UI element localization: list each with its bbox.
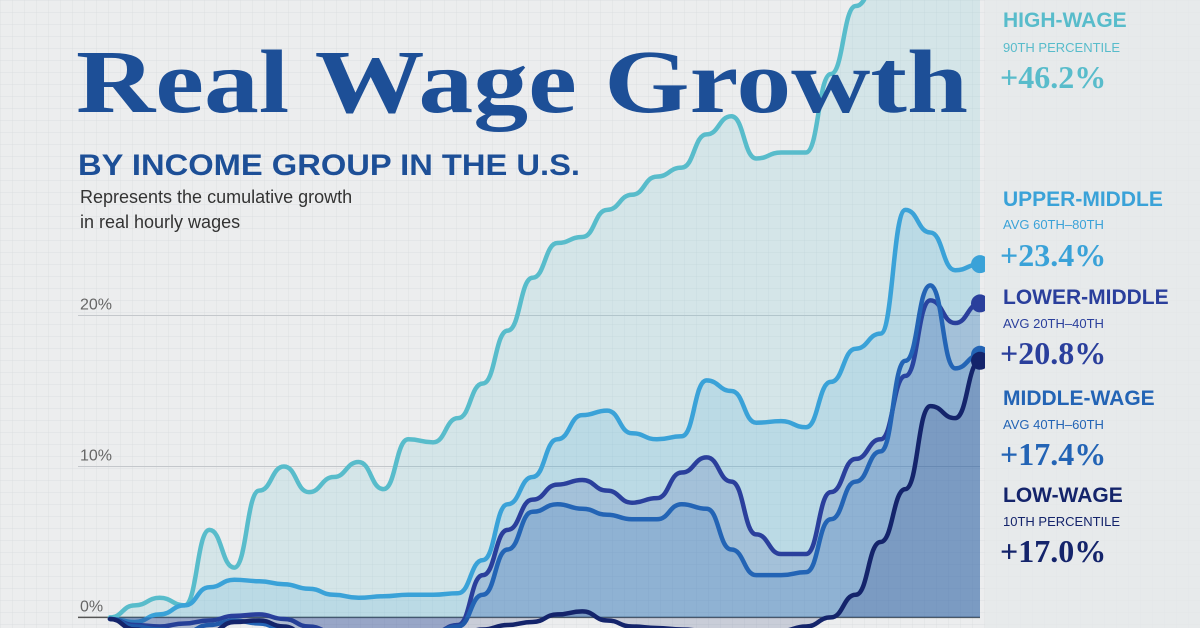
area	[110, 360, 980, 628]
legend-note: 10TH PERCENTILE	[1003, 514, 1120, 529]
legend-note: AVG 60TH–80TH	[1003, 217, 1104, 232]
legend-note: 90TH PERCENTILE	[1003, 40, 1120, 55]
area	[110, 0, 980, 618]
legend-name: LOWER-MIDDLE	[1003, 286, 1169, 309]
chart-subtitle: BY INCOME GROUP IN THE U.S.	[78, 149, 580, 182]
header: Real Wage Growth BY INCOME GROUP IN THE …	[76, 33, 968, 232]
legend-name: MIDDLE-WAGE	[1003, 387, 1155, 410]
area	[110, 285, 980, 628]
line	[107, 298, 983, 628]
legend-name: HIGH-WAGE	[1003, 9, 1127, 32]
end-value-label: +20.8%	[1000, 335, 1106, 371]
end-value-label: +23.4%	[1000, 237, 1106, 273]
description: in real hourly wages	[80, 212, 240, 232]
legend-note: AVG 40TH–60TH	[1003, 417, 1104, 432]
end-dot	[971, 294, 985, 313]
legend-name: LOW-WAGE	[1003, 484, 1123, 507]
end-value-label: +17.0%	[1000, 533, 1106, 569]
legend-name: UPPER-MIDDLE	[1003, 188, 1163, 211]
y-tick-label: 20%	[80, 297, 112, 314]
legend-note: AVG 20TH–40TH	[1003, 316, 1104, 331]
legend-panel	[985, 0, 1200, 628]
end-dot	[971, 255, 985, 274]
legend: HIGH-WAGE 90TH PERCENTILE +46.2% UPPER-MIDD…	[1000, 9, 1169, 569]
y-tick-label: 10%	[80, 447, 112, 464]
area	[110, 300, 980, 628]
end-value-label: +46.2%	[1000, 59, 1106, 95]
end-dot	[971, 351, 985, 370]
line	[107, 207, 983, 625]
plot	[107, 0, 985, 628]
line	[107, 0, 867, 620]
end-value-label: +17.4%	[1000, 436, 1106, 472]
y-tick-label: 0%	[80, 598, 103, 615]
area	[110, 209, 980, 622]
line	[107, 283, 983, 628]
chart-title: Real Wage Growth	[76, 33, 968, 132]
line	[107, 358, 983, 628]
description: Represents the cumulative growth	[80, 187, 352, 207]
